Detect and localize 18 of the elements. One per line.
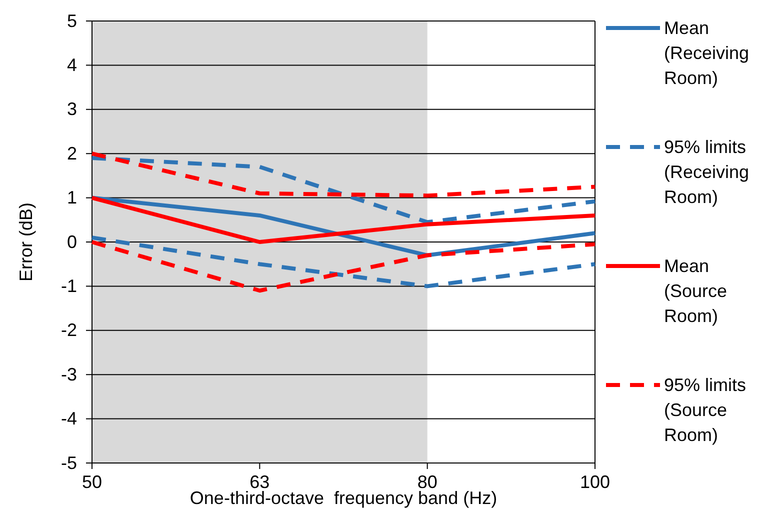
y-axis-title: Error (dB) [16,202,36,282]
y-tick-label: 4 [66,54,77,75]
y-tick-label: 1 [66,188,77,208]
legend-label: 95% limits (Receiving Room) [664,137,750,207]
y-tick-label: -2 [60,320,77,340]
y-tick-label: 3 [66,99,77,120]
y-tick-label: -4 [60,408,77,429]
y-tick-label: 2 [66,143,77,164]
legend-label: 95% limits (Source Room) [664,375,746,445]
y-tick-label: -5 [60,452,77,473]
legend-label: Mean (Source Room) [664,256,728,326]
y-tick-label: 5 [66,10,77,31]
y-tick-label: -3 [60,364,77,384]
y-tick-label: 0 [66,232,77,252]
x-tick-label: 100 [580,472,610,492]
x-tick-label: 50 [82,472,102,492]
y-tick-label: -1 [60,276,77,296]
legend-label: Mean (Receiving Room) [664,18,750,88]
